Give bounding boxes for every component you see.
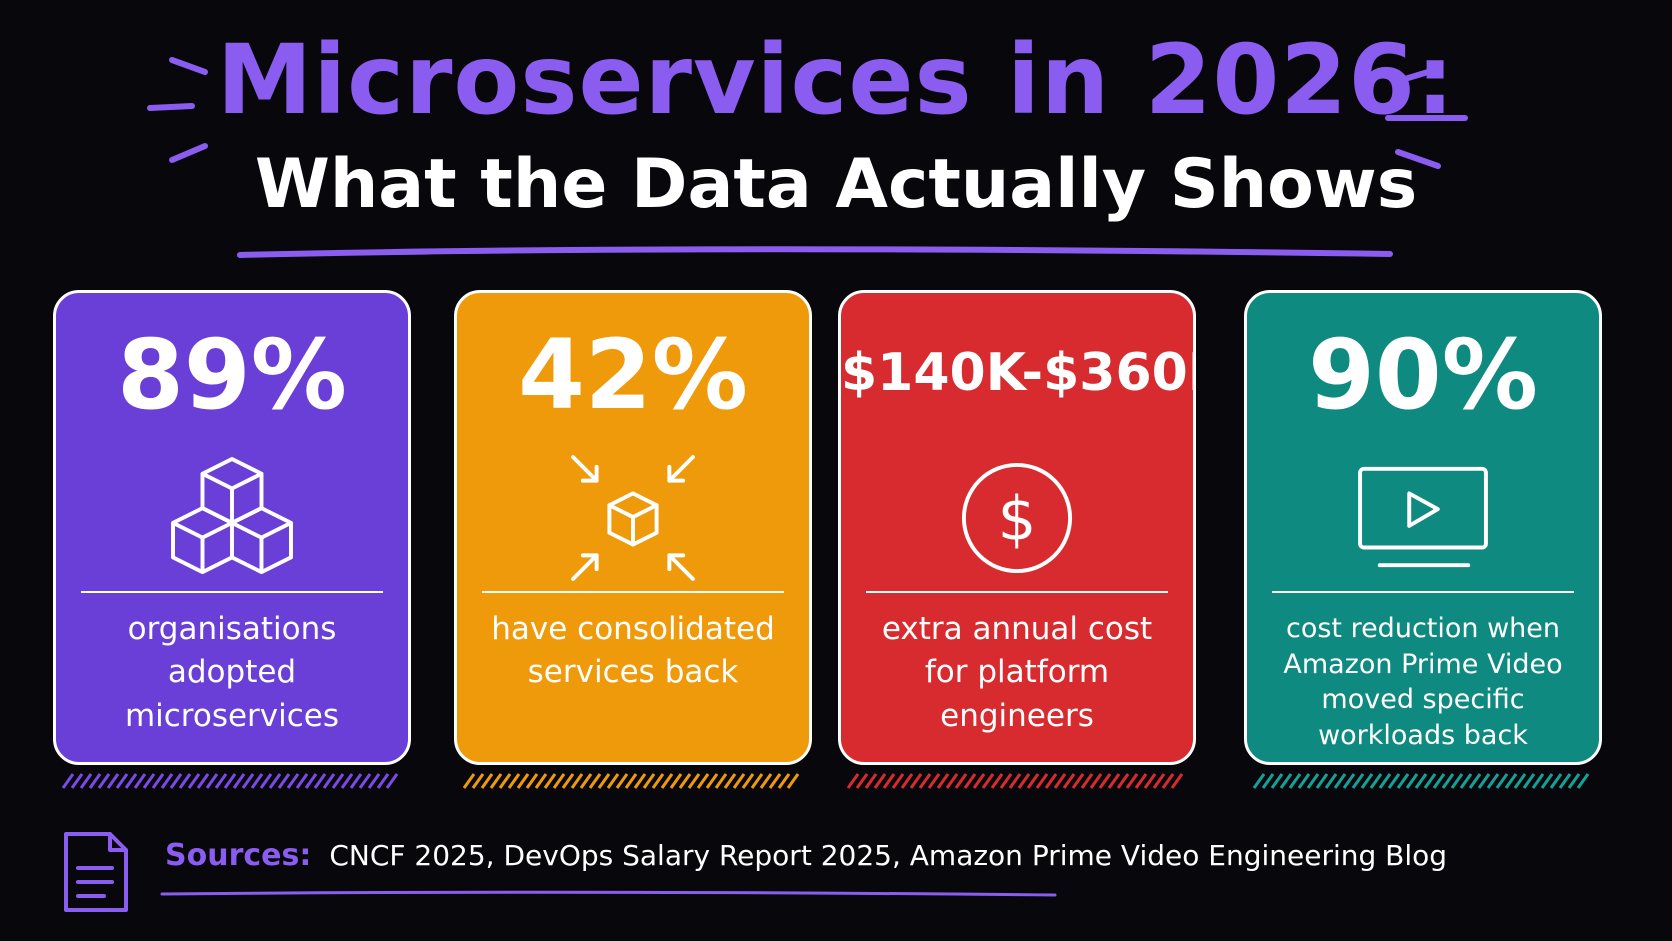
- title-area: Microservices in 2026: What the Data Act…: [0, 0, 1672, 270]
- page-title: Microservices in 2026:: [216, 24, 1456, 136]
- card-divider: [1272, 591, 1574, 593]
- sources-text: CNCF 2025, DevOps Salary Report 2025, Am…: [329, 839, 1448, 872]
- card-hatch-red: [846, 773, 1184, 789]
- stat-description: organisations adopted microservices: [124, 611, 340, 734]
- stat-card-prime-video: 90% cost reduction when Amazon Prime Vid…: [1244, 290, 1602, 765]
- stat-card-consolidation: 42% have consolidated services back: [454, 290, 812, 765]
- stat-card-adoption: 89% organisations adopted microservices: [53, 290, 411, 765]
- video-play-icon: [1358, 466, 1488, 568]
- card-divider: [866, 591, 1168, 593]
- stat-description: have consolidated services back: [491, 611, 775, 691]
- stat-value: $140K-$360K: [841, 343, 1196, 403]
- stat-value: 42%: [518, 319, 748, 431]
- sources-underline: [160, 890, 1057, 897]
- card-hatch-teal: [1252, 773, 1590, 789]
- dollar-coin-icon: $: [961, 462, 1073, 574]
- consolidate-cube-icon: [571, 455, 695, 581]
- stat-description: cost reduction when Amazon Prime Video m…: [1283, 613, 1563, 751]
- card-hatch-purple: [61, 773, 399, 789]
- card-divider: [81, 591, 383, 593]
- stat-card-cost: $140K-$360K $ extra annual cost for plat…: [838, 290, 1196, 765]
- svg-text:$: $: [998, 484, 1037, 555]
- page-subtitle: What the Data Actually Shows: [254, 145, 1418, 224]
- stacked-cubes-icon: [171, 457, 293, 575]
- sources-line: Sources: CNCF 2025, DevOps Salary Report …: [165, 838, 1447, 873]
- document-icon: [64, 832, 128, 912]
- card-hatch-orange: [462, 773, 800, 789]
- stat-description: extra annual cost for platform engineers: [881, 611, 1153, 734]
- title-decoration: [147, 57, 1468, 258]
- stat-value: 89%: [117, 319, 347, 431]
- card-divider: [482, 591, 784, 593]
- stat-value: 90%: [1308, 319, 1538, 431]
- sources-label: Sources:: [165, 838, 312, 873]
